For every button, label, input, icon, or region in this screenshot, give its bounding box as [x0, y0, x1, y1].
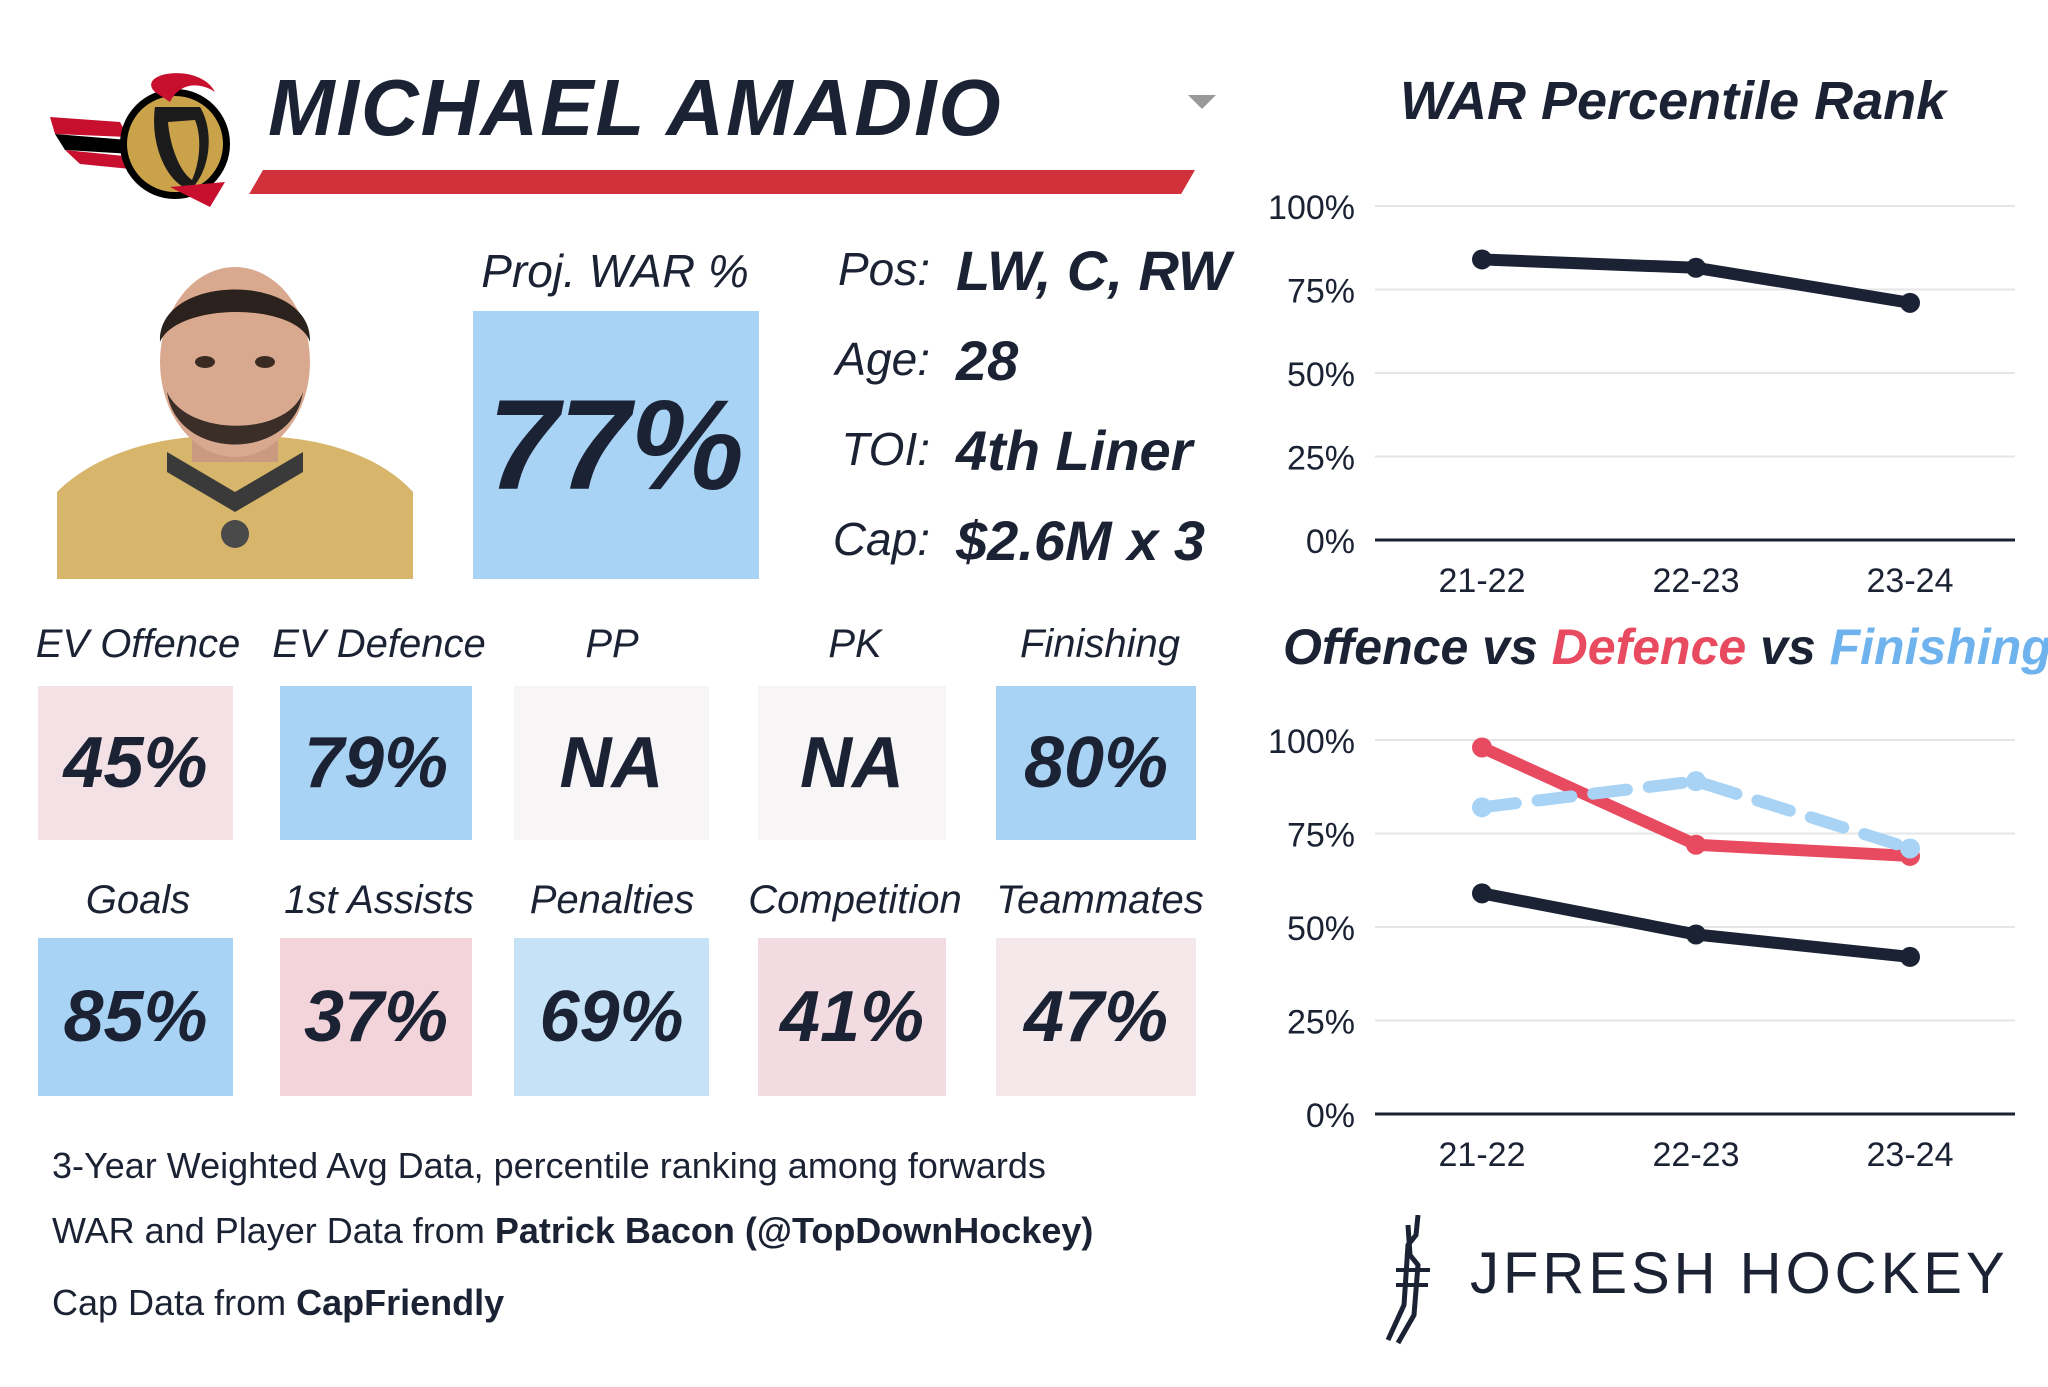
- chart2-y-tick-label: 25%: [1287, 1004, 1355, 1042]
- chart1-data-point: [1900, 292, 1920, 313]
- chart1-title: WAR Percentile Rank: [1400, 71, 1947, 131]
- stat-label-pp: PP: [585, 622, 639, 666]
- stat-value-ev-offence: 45%: [63, 723, 208, 803]
- stat-label-1st-assists: 1st Assists: [284, 878, 474, 922]
- chart1-x-tick-label: 22-23: [1653, 562, 1740, 600]
- stat-value-1st-assists: 37%: [303, 977, 449, 1057]
- chart2-data-point: [1472, 797, 1492, 818]
- cap-label: Cap:: [832, 513, 930, 565]
- chart1-x-tick-label: 21-22: [1439, 562, 1526, 600]
- chart2-data-point: [1686, 771, 1706, 792]
- proj-war-value: 77%: [487, 373, 745, 517]
- stat-label-penalties: Penalties: [529, 878, 695, 922]
- chart2-title-defence: Defence: [1551, 619, 1747, 675]
- war-percentile-chart: 0% 25% 50% 75% 100% 21-22 22-23 23-24: [1268, 189, 2015, 600]
- stat-label-competition: Competition: [748, 878, 962, 922]
- stat-box-penalties: 69%: [514, 938, 709, 1096]
- chart2-data-point: [1472, 737, 1492, 758]
- age-value: 28: [956, 329, 1019, 392]
- chart2-x-tick-label: 22-23: [1653, 1136, 1740, 1174]
- proj-war-label: Proj. WAR %: [481, 245, 749, 297]
- stat-box-goals: 85%: [38, 938, 233, 1096]
- stat-box-competition: 41%: [758, 938, 946, 1096]
- stat-box-pp: NA: [514, 686, 709, 840]
- proj-war-box: 77%: [473, 311, 759, 579]
- stat-label-finishing: Finishing: [1019, 622, 1181, 666]
- stat-box-ev-defence: 79%: [280, 686, 472, 840]
- toi-value: 4th Liner: [956, 419, 1193, 482]
- chart2-title-vs-2: vs: [1746, 619, 1830, 675]
- footer-line-1: 3-Year Weighted Avg Data, percentile ran…: [52, 1145, 1046, 1186]
- chart2-x-tick-label: 21-22: [1439, 1136, 1526, 1174]
- cap-value: $2.6M x 3: [956, 509, 1206, 572]
- stat-box-teammates: 47%: [996, 938, 1196, 1096]
- stat-value-penalties: 69%: [539, 977, 684, 1057]
- stat-label-pk: PK: [828, 622, 882, 666]
- stat-box-1st-assists: 37%: [280, 938, 472, 1096]
- stat-label-teammates: Teammates: [996, 878, 1204, 922]
- pos-label: Pos:: [837, 243, 930, 295]
- chart2-data-point: [1686, 924, 1706, 945]
- stat-box-pk: NA: [758, 686, 946, 840]
- chart2-data-point: [1900, 838, 1920, 859]
- chart2-y-tick-label: 100%: [1268, 723, 1355, 761]
- stat-value-competition: 41%: [779, 977, 925, 1057]
- chart1-data-point: [1472, 249, 1492, 270]
- chart1-y-tick-label: 100%: [1268, 189, 1355, 227]
- footer-line-3-prefix: Cap Data from: [52, 1282, 297, 1323]
- chart2-title-vs-1: vs: [1468, 619, 1552, 675]
- stat-label-ev-offence: EV Offence: [35, 622, 241, 666]
- footer-cap-source: CapFriendly: [296, 1282, 505, 1323]
- chart1-data-point: [1686, 257, 1706, 278]
- stat-value-goals: 85%: [63, 977, 208, 1057]
- footer-line-2: WAR and Player Data from Patrick Bacon (…: [52, 1210, 1093, 1252]
- stat-box-finishing: 80%: [996, 686, 1196, 840]
- stat-label-ev-defence: EV Defence: [272, 622, 486, 666]
- stat-value-pp: NA: [559, 723, 664, 803]
- footer-war-source: Patrick Bacon (@TopDownHockey): [494, 1210, 1094, 1251]
- stat-label-goals: Goals: [85, 878, 191, 922]
- stat-value-ev-defence: 79%: [303, 723, 449, 803]
- chart1-y-tick-label: 25%: [1287, 440, 1355, 478]
- chart2-y-tick-label: 75%: [1287, 817, 1355, 855]
- chart1-y-tick-label: 75%: [1287, 273, 1355, 311]
- stat-value-pk: NA: [800, 723, 904, 803]
- offence-defence-finishing-chart: 0% 25% 50% 75% 100% 21-22 22-23 23-24: [1268, 723, 2015, 1174]
- stat-box-ev-offence: 45%: [38, 686, 233, 840]
- stat-value-finishing: 80%: [1023, 723, 1169, 803]
- footer-line-3: Cap Data from CapFriendly: [52, 1282, 504, 1324]
- chart2-y-tick-label: 0%: [1306, 1097, 1355, 1135]
- pos-value: LW, C, RW: [956, 239, 1231, 302]
- player-photo: [57, 262, 413, 579]
- chart2-series-line-finishing: [1476, 775, 1916, 855]
- chart2-data-point: [1900, 946, 1920, 967]
- brand-text: JFRESH HOCKEY: [1470, 1241, 2009, 1306]
- toi-label: TOI:: [841, 423, 930, 475]
- chart2-title: Offence vs Defence vs Finishing: [1283, 618, 2048, 676]
- footer-line-2-prefix: WAR and Player Data from: [52, 1210, 495, 1251]
- senators-logo-icon: [50, 62, 235, 207]
- title-underline-bar: [249, 170, 1195, 194]
- hockey-sticks-logo-icon: [1378, 1214, 1448, 1345]
- dropdown-caret-icon[interactable]: [1188, 95, 1216, 109]
- chart2-data-point: [1472, 883, 1492, 904]
- chart2-title-finishing: Finishing: [1829, 619, 2048, 675]
- player-name: MICHAEL AMADIO: [268, 63, 1003, 152]
- chart2-y-tick-label: 50%: [1287, 910, 1355, 948]
- chart1-y-tick-label: 0%: [1306, 523, 1355, 561]
- stat-value-teammates: 47%: [1023, 977, 1169, 1057]
- chart2-title-offence: Offence: [1283, 619, 1469, 675]
- chart2-data-point: [1686, 834, 1706, 855]
- age-label: Age:: [835, 333, 930, 385]
- chart2-x-tick-label: 23-24: [1867, 1136, 1954, 1174]
- chart1-x-tick-label: 23-24: [1867, 562, 1954, 600]
- chart1-y-tick-label: 50%: [1287, 356, 1355, 394]
